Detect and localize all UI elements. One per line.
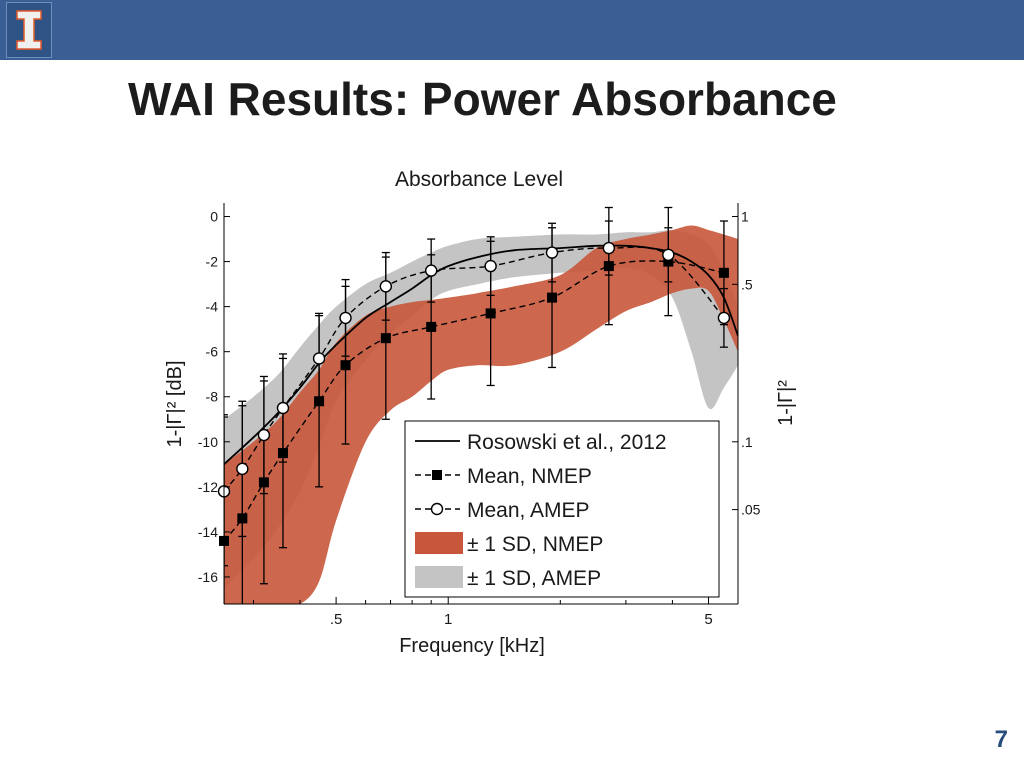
amep-point	[379, 280, 393, 293]
amep-point	[312, 352, 326, 365]
nmep-point	[485, 308, 496, 319]
amep-point	[424, 264, 438, 277]
y-tick-label: -8	[206, 389, 219, 405]
x-tick-label: .5	[330, 611, 343, 628]
y-tick-label: -10	[198, 434, 218, 450]
nmep-point	[426, 321, 437, 332]
nmep-point	[603, 261, 614, 272]
rosowski-line	[224, 244, 738, 465]
amep-point	[602, 241, 616, 255]
legend-label: ± 1 SD, AMEP	[467, 567, 601, 590]
y2-tick-label: .5	[741, 276, 753, 292]
block-i-logo-icon	[16, 10, 42, 50]
legend-circle-marker	[430, 502, 444, 516]
nmep-point	[277, 448, 288, 459]
amep-sd-band	[224, 229, 738, 589]
y2-axis-label: 1-|Γ|²	[775, 380, 797, 426]
legend-amep-sd: ± 1 SD, AMEP	[415, 566, 601, 590]
legend-patch	[415, 566, 463, 588]
amep-point	[257, 428, 271, 442]
legend-patch	[415, 532, 463, 554]
y-axis-label: 1-|Γ|² [dB]	[164, 361, 186, 448]
y-tick-label: -6	[206, 344, 219, 360]
legend: Rosowski et al., 2012 Mean, NMEP Mean, AME…	[404, 420, 720, 598]
nmep-point	[547, 292, 558, 303]
amep-point	[662, 248, 675, 262]
header-bar	[0, 0, 1024, 60]
y-tick-label: -2	[206, 254, 219, 270]
legend-rosowski: Rosowski et al., 2012	[415, 431, 667, 454]
y-tick-label: 0	[210, 209, 218, 225]
y-tick-label: -14	[198, 524, 218, 540]
nmep-point	[380, 333, 391, 344]
amep-point	[339, 311, 352, 325]
x-axis-label: Frequency [kHz]	[399, 635, 545, 657]
y2-tick-label: .05	[741, 502, 761, 518]
legend-nmep-sd: ± 1 SD, NMEP	[415, 532, 603, 556]
amep-point	[717, 311, 731, 325]
legend-label: Mean, NMEP	[467, 465, 592, 488]
nmep-point	[314, 396, 325, 407]
amep-point	[276, 401, 290, 415]
x-tick-label: 1	[444, 611, 452, 628]
y-tick-label: -4	[206, 299, 219, 315]
legend-square-marker	[432, 470, 442, 480]
x-tick-label: 5	[704, 611, 712, 628]
y2-tick-label: 1	[741, 209, 749, 225]
y-tick-label: -12	[198, 479, 218, 495]
slide-title: WAI Results: Power Absorbance	[128, 73, 837, 125]
amep-point	[484, 259, 497, 273]
amep-point	[545, 246, 559, 259]
nmep-point	[237, 513, 248, 524]
chart-title: Absorbance Level	[395, 168, 563, 191]
y-tick-label: -16	[198, 569, 218, 585]
nmep-point	[258, 477, 269, 488]
legend-amep-mean: Mean, AMEP	[415, 499, 590, 522]
legend-label: ± 1 SD, NMEP	[467, 533, 603, 556]
legend-label: Rosowski et al., 2012	[467, 431, 667, 454]
nmep-point	[340, 360, 351, 371]
legend-label: Mean, AMEP	[467, 499, 590, 522]
y2-tick-label: .1	[741, 434, 753, 450]
nmep-point	[663, 256, 674, 267]
page-number: 7	[994, 726, 1008, 753]
university-logo	[6, 2, 52, 58]
amep-point	[236, 462, 249, 476]
nmep-point	[718, 267, 729, 278]
legend-nmep-mean: Mean, NMEP	[415, 465, 592, 488]
